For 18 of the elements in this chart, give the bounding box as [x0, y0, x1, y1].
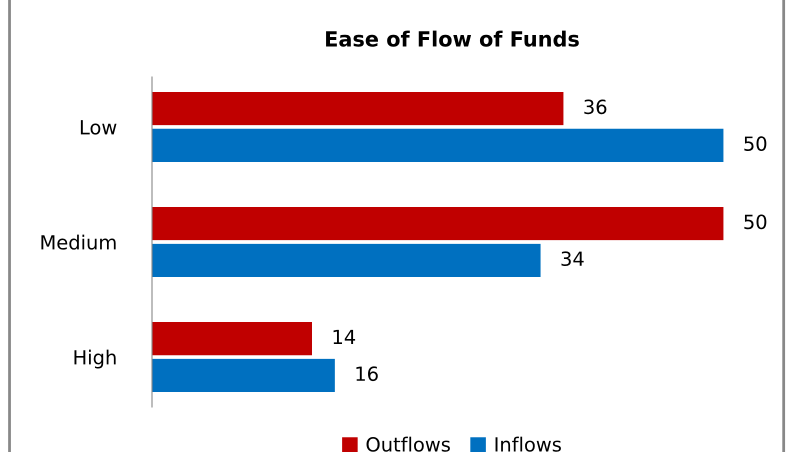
y-tick-label: High [74, 350, 116, 368]
y-tick-label: Low [80, 120, 116, 135]
bar [152, 207, 724, 240]
bar [152, 128, 724, 162]
chart-title: Ease of Flow of Funds [326, 30, 579, 47]
legend-label: Outflows [366, 436, 450, 452]
bar [152, 358, 335, 392]
data-label: 50 [744, 136, 766, 152]
legend-label: Inflows [496, 436, 561, 452]
bar [152, 244, 541, 277]
data-label: 36 [584, 100, 606, 114]
data-label: 16 [356, 366, 378, 382]
y-tick-label: Medium [41, 234, 116, 250]
data-label: 50 [744, 214, 766, 230]
data-label: 14 [334, 330, 356, 344]
bar [152, 92, 564, 126]
bar [152, 322, 312, 356]
data-label: 34 [562, 251, 584, 266]
